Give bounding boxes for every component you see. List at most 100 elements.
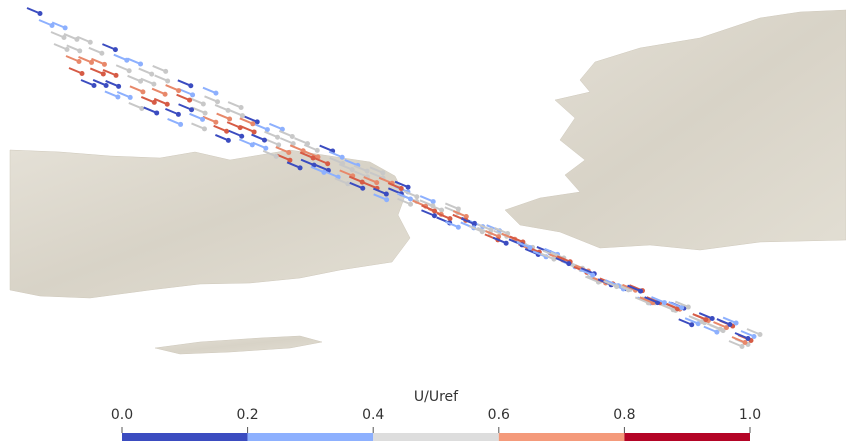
glyph-shaft xyxy=(303,143,317,151)
glyph-head xyxy=(251,129,257,135)
glyph-head xyxy=(74,36,80,42)
glyph-shaft xyxy=(460,217,474,225)
glyph-head xyxy=(551,256,557,262)
glyph-head xyxy=(163,68,169,74)
glyph-shaft xyxy=(268,122,282,130)
glyph-shaft xyxy=(165,84,179,91)
glyph-head xyxy=(339,154,345,160)
glyph-head xyxy=(49,23,55,28)
terrain-left xyxy=(9,149,411,299)
glyph-shaft xyxy=(152,64,166,72)
glyph-head xyxy=(176,88,182,94)
glyph-shaft xyxy=(339,169,353,177)
glyph-head xyxy=(374,180,380,186)
glyph-head xyxy=(61,35,67,40)
glyph-shaft xyxy=(373,193,387,201)
glyph-head xyxy=(79,71,85,76)
terrain-right xyxy=(504,9,846,251)
colorbar-band xyxy=(624,433,750,441)
glyph-head xyxy=(77,48,83,54)
glyph-head xyxy=(138,61,144,67)
glyph-head xyxy=(695,321,701,327)
glyph-shaft xyxy=(348,175,362,183)
glyph-shaft xyxy=(372,187,386,195)
glyph-head xyxy=(289,133,295,139)
glyph-shaft xyxy=(239,117,253,125)
glyph-head xyxy=(727,322,733,328)
glyph-head xyxy=(250,121,256,127)
glyph-shaft xyxy=(363,176,377,184)
glyph-head xyxy=(239,113,245,119)
glyph-shaft xyxy=(189,97,203,105)
glyph-head xyxy=(188,83,194,89)
glyph-shaft xyxy=(300,158,314,166)
glyph-head xyxy=(62,25,68,31)
glyph-shaft xyxy=(403,190,417,198)
glyph-head xyxy=(91,83,97,88)
glyph-shaft xyxy=(485,230,498,237)
glyph-shaft xyxy=(262,149,276,157)
glyph-head xyxy=(273,153,279,159)
glyph-shaft xyxy=(76,35,90,43)
glyph-head xyxy=(310,155,316,161)
glyph-shaft xyxy=(143,106,157,114)
glyph-shaft xyxy=(202,115,216,123)
glyph-head xyxy=(325,161,331,167)
glyph-shaft xyxy=(338,163,352,171)
glyph-shaft xyxy=(315,164,328,171)
glyph-head xyxy=(213,119,219,125)
glyph-head xyxy=(215,99,221,105)
glyph-head xyxy=(455,206,461,212)
glyph-head xyxy=(151,81,157,87)
glyph-head xyxy=(674,306,680,312)
glyph-shaft xyxy=(540,252,554,260)
glyph-head xyxy=(162,91,168,97)
glyph-head xyxy=(290,141,296,147)
glyph-shaft xyxy=(294,137,307,145)
glyph-head xyxy=(614,284,620,290)
colorbar-band xyxy=(373,433,499,441)
glyph-shaft xyxy=(191,122,204,130)
glyph-shaft xyxy=(664,302,677,310)
glyph-shaft xyxy=(66,44,80,52)
glyph-shaft xyxy=(444,220,458,228)
colorbar-tick-label: 1.0 xyxy=(739,407,761,423)
glyph-shaft xyxy=(226,121,240,129)
glyph-shaft xyxy=(740,330,754,337)
glyph-head xyxy=(286,150,292,156)
glyph-head xyxy=(279,126,285,132)
glyph-shaft xyxy=(65,55,79,62)
glyph-head xyxy=(151,99,157,105)
glyph-shaft xyxy=(319,144,333,152)
glyph-shaft xyxy=(579,268,593,276)
glyph-head xyxy=(703,317,709,323)
glyph-shaft xyxy=(627,284,640,292)
glyph-shaft xyxy=(26,7,40,14)
glyph-head xyxy=(115,94,121,100)
glyph-shaft xyxy=(329,157,343,164)
glyph-shaft xyxy=(138,67,152,75)
glyph-head xyxy=(431,213,437,219)
glyph-head xyxy=(723,325,729,331)
glyph-shaft xyxy=(127,74,140,82)
glyph-head xyxy=(380,170,386,176)
glyph-head xyxy=(685,304,691,310)
glyph-shaft xyxy=(659,303,673,311)
glyph-shaft xyxy=(436,212,450,220)
glyph-head xyxy=(430,199,436,205)
terrain-islet xyxy=(154,335,323,355)
glyph-head xyxy=(717,326,723,332)
glyph-shaft xyxy=(50,31,64,38)
glyph-head xyxy=(165,78,171,84)
glyph-shaft xyxy=(89,67,103,75)
colorbar-tick-label: 0.0 xyxy=(111,407,133,423)
glyph-head xyxy=(471,221,477,227)
glyph-shaft xyxy=(604,279,618,287)
glyph-shaft xyxy=(104,90,118,98)
glyph-shaft xyxy=(229,109,242,117)
glyph-head xyxy=(287,157,293,163)
glyph-head xyxy=(64,47,70,52)
glyph-shaft xyxy=(555,257,569,265)
glyph-head xyxy=(503,240,509,246)
